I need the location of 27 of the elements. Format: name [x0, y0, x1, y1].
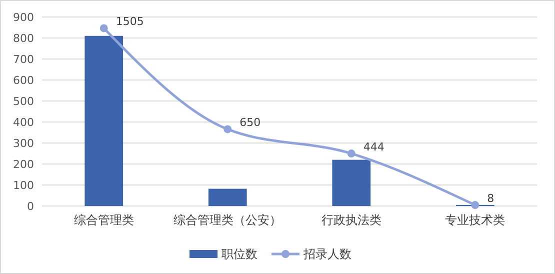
bar: [84, 36, 124, 206]
point: [347, 150, 356, 158]
y-tick-label: 500: [13, 94, 34, 108]
y-tick-label: 600: [13, 74, 34, 87]
y-tick-label: 800: [13, 32, 34, 45]
y-tick-label: 100: [13, 178, 34, 192]
point: [100, 24, 108, 32]
y-tick-label: 700: [13, 52, 34, 66]
x-tick-label: 行政执法类: [321, 213, 382, 227]
bar: [208, 188, 247, 206]
y-tick-label: 200: [13, 158, 34, 171]
legend-label: 招录人数: [302, 247, 352, 262]
y-tick-label: 300: [13, 136, 34, 150]
y-tick-label: 900: [13, 10, 34, 24]
y-tick-label: 400: [13, 116, 34, 129]
data-label: 650: [240, 116, 261, 130]
data-label: 444: [363, 140, 384, 154]
point: [471, 201, 480, 210]
data-label: 8: [487, 192, 494, 206]
x-tick-label: 专业技术类: [445, 213, 506, 227]
point: [224, 125, 232, 134]
x-tick-label: 综合管理类: [74, 213, 134, 227]
legend-label: 职位数: [222, 247, 258, 262]
bar: [332, 160, 371, 206]
y-tick-label: 0: [27, 200, 34, 213]
data-label: 1505: [116, 15, 144, 28]
x-tick-label: 综合管理类（公安）: [174, 213, 282, 227]
